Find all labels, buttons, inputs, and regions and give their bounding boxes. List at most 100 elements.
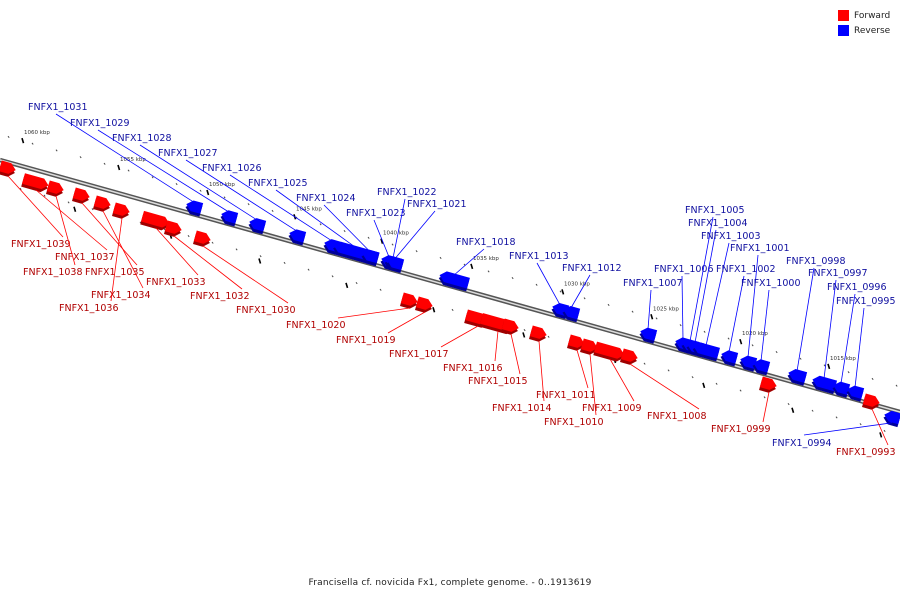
- forward-gene-leader: [510, 333, 521, 375]
- ruler-dot: [451, 308, 454, 312]
- forward-gene-leader: [7, 175, 64, 238]
- reverse-gene-leader: [536, 262, 561, 305]
- reverse-gene-arrow: [787, 369, 808, 386]
- forward-gene-label: FNFX1_1010: [544, 417, 604, 428]
- ruler-dot: [823, 364, 826, 367]
- ruler-dot: [895, 384, 898, 387]
- ruler-dot: [703, 330, 706, 333]
- forward-gene-leader: [440, 325, 479, 348]
- reverse-gene-label: FNFX1_0995: [836, 296, 896, 307]
- scale-tick: [345, 282, 349, 289]
- reverse-gene-label: FNFX1_1007: [623, 278, 683, 289]
- reverse-gene-label: FNFX1_1018: [456, 237, 516, 248]
- legend-reverse: Reverse: [838, 23, 890, 38]
- forward-gene-label: FNFX1_1038: [23, 267, 83, 278]
- forward-gene-arrow: [593, 341, 625, 362]
- ruler-dot: [343, 230, 346, 233]
- reverse-gene-label: FNFX1_1027: [158, 148, 218, 159]
- forward-gene-label: FNFX1_1033: [146, 277, 206, 288]
- figure-caption: Francisella cf. novicida Fx1, complete g…: [308, 578, 592, 588]
- reverse-gene-arrow: [438, 271, 470, 292]
- scale-tick: [650, 314, 654, 320]
- scale-tick: [739, 338, 743, 345]
- reverse-gene-label: FNFX1_1003: [701, 231, 761, 242]
- scale-label: 1060 kbp: [24, 130, 50, 136]
- forward-gene-leader: [387, 311, 426, 334]
- forward-gene-label: FNFX1_1020: [286, 320, 346, 331]
- forward-gene-leader: [609, 358, 635, 402]
- reverse-gene-arrow: [248, 218, 267, 235]
- forward-gene-arrow: [580, 338, 598, 355]
- reverse-gene-leader: [373, 219, 390, 258]
- forward-gene-arrow: [140, 210, 170, 231]
- ruler-dot: [787, 402, 790, 406]
- ruler-dot: [751, 344, 754, 347]
- forward-gene-label: FNFX1_1039: [11, 239, 71, 250]
- forward-gene-leader: [102, 210, 144, 289]
- scale-label: 1050 kbp: [209, 182, 235, 188]
- ruler-dot: [487, 270, 490, 273]
- reverse-gene-leader: [854, 307, 865, 388]
- ruler-dot: [439, 256, 442, 260]
- reverse-gene-leader: [796, 267, 815, 372]
- reverse-gene-label: FNFX1_1029: [70, 118, 130, 129]
- ruler-dot: [691, 376, 694, 379]
- scale-tick: [791, 407, 795, 413]
- ruler-dot: [511, 277, 514, 280]
- scale-label: 1030 kbp: [564, 281, 590, 287]
- reverse-gene-arrow: [386, 256, 405, 273]
- reverse-gene-arrow: [692, 342, 721, 362]
- ruler-dot: [187, 234, 190, 238]
- forward-gene-leader: [494, 330, 499, 362]
- ruler-dot: [415, 250, 418, 253]
- forward-gene-label: FNFX1_1036: [59, 303, 119, 314]
- forward-gene-arrow: [112, 202, 130, 219]
- forward-gene-label: FNFX1_1034: [91, 290, 151, 301]
- ruler-dot: [367, 236, 370, 239]
- ruler-dot: [607, 303, 610, 307]
- forward-gene-leader: [589, 353, 597, 416]
- forward-gene-leader: [35, 189, 108, 251]
- ruler-dot: [19, 187, 22, 191]
- reverse-gene-leader: [55, 113, 195, 203]
- reverse-gene-label: FNFX1_1000: [741, 278, 801, 289]
- reverse-gene-leader: [694, 229, 717, 343]
- forward-gene-arrow: [620, 348, 638, 365]
- scale-tick: [470, 263, 474, 270]
- ruler-dot: [883, 429, 886, 432]
- ruler-dot: [775, 350, 778, 354]
- reverse-gene-arrow: [288, 229, 307, 246]
- scale-label: 1025 kbp: [653, 306, 679, 312]
- reverse-gene-label: FNFX1_0996: [827, 282, 887, 293]
- forward-gene-label: FNFX1_1037: [55, 252, 115, 263]
- reverse-gene-leader: [823, 279, 837, 379]
- forward-gene-arrow: [46, 180, 64, 197]
- forward-gene-arrow: [501, 318, 519, 335]
- forward-gene-label: FNFX1_1019: [336, 335, 396, 346]
- ruler-dot: [283, 261, 286, 264]
- reverse-gene-leader: [97, 129, 230, 213]
- reverse-gene-label: FNFX1_1001: [730, 243, 790, 254]
- reverse-gene-leader: [275, 189, 357, 249]
- ruler-dot: [667, 369, 670, 372]
- scale-label: 1040 kbp: [383, 231, 409, 237]
- reverse-gene-label: FNFX1_1013: [509, 251, 569, 262]
- scale-tick: [702, 382, 706, 389]
- forward-gene-arrow: [164, 220, 182, 237]
- forward-gene-leader: [576, 349, 589, 389]
- forward-gene-leader: [55, 195, 76, 266]
- reverse-gene-leader: [394, 210, 436, 259]
- ruler-dot: [355, 282, 358, 285]
- reverse-gene-label: FNFX1_1005: [685, 205, 745, 216]
- scale-tick: [827, 363, 831, 370]
- forward-gene-label: FNFX1_1032: [190, 291, 250, 302]
- reverse-gene-leader: [705, 242, 730, 346]
- reverse-gene-arrow: [361, 249, 380, 266]
- ruler-dot: [271, 209, 274, 212]
- scale-tick: [380, 238, 384, 244]
- reverse-gene-leader: [728, 275, 745, 353]
- scale-tick: [258, 258, 262, 264]
- forward-gene-arrow: [529, 325, 547, 342]
- reverse-gene-label: FNFX1_1028: [112, 133, 172, 144]
